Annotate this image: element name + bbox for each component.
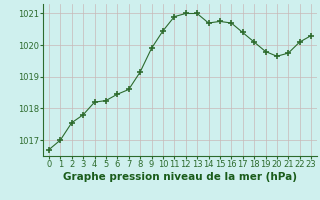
X-axis label: Graphe pression niveau de la mer (hPa): Graphe pression niveau de la mer (hPa) xyxy=(63,172,297,182)
